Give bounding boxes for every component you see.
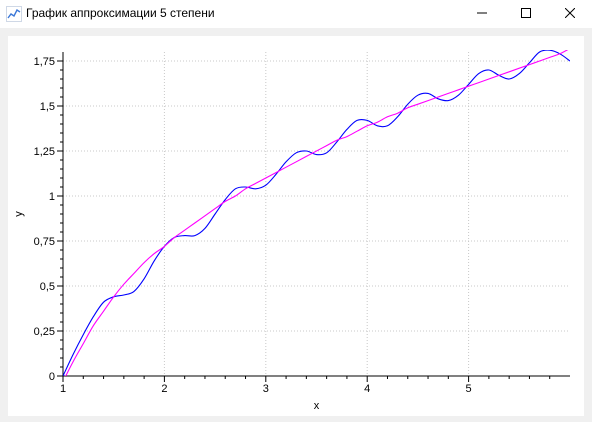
y-tick-label-5: 1,25 xyxy=(34,146,55,158)
x-tick-label-2: 3 xyxy=(263,383,269,395)
minimize-icon xyxy=(477,5,487,23)
y-tick-label-4: 1 xyxy=(49,191,55,203)
plot-area: 1 2 3 4 5 0 0,25 0,5 0,75 1 1,25 1,5 1,75 x y xyxy=(8,36,584,416)
y-tick-label-0: 0 xyxy=(49,371,55,383)
x-axis-title: x xyxy=(314,400,320,412)
approximation-chart: 1 2 3 4 5 0 0,25 0,5 0,75 1 1,25 1,5 1,75 x y xyxy=(13,50,570,412)
axes xyxy=(57,52,570,382)
series-line-0 xyxy=(63,50,570,376)
line-chart-icon xyxy=(6,6,22,22)
y-tick-label-7: 1,75 xyxy=(34,56,55,68)
y-tick-label-3: 0,75 xyxy=(34,236,55,248)
series-group xyxy=(63,50,570,376)
y-axis-title: y xyxy=(13,211,25,217)
y-tick-label-2: 0,5 xyxy=(40,281,55,293)
minimize-button[interactable] xyxy=(460,0,504,28)
x-tick-label-0: 1 xyxy=(60,383,66,395)
close-icon xyxy=(564,5,576,23)
x-tick-label-4: 5 xyxy=(466,383,472,395)
y-tick-label-6: 1,5 xyxy=(40,101,55,113)
maximize-icon xyxy=(521,5,531,23)
y-tick-label-1: 0,25 xyxy=(34,326,55,338)
window-title: График аппроксимации 5 степени xyxy=(26,6,215,20)
x-tick-label-1: 2 xyxy=(161,383,167,395)
x-tick-label-3: 4 xyxy=(364,383,370,395)
series-line-1 xyxy=(65,50,569,376)
close-button[interactable] xyxy=(548,0,592,28)
grid xyxy=(62,52,570,377)
axis-labels: 1 2 3 4 5 0 0,25 0,5 0,75 1 1,25 1,5 1,75 x y xyxy=(13,56,472,412)
maximize-button[interactable] xyxy=(504,0,548,28)
title-bar[interactable]: График аппроксимации 5 степени xyxy=(0,0,592,28)
